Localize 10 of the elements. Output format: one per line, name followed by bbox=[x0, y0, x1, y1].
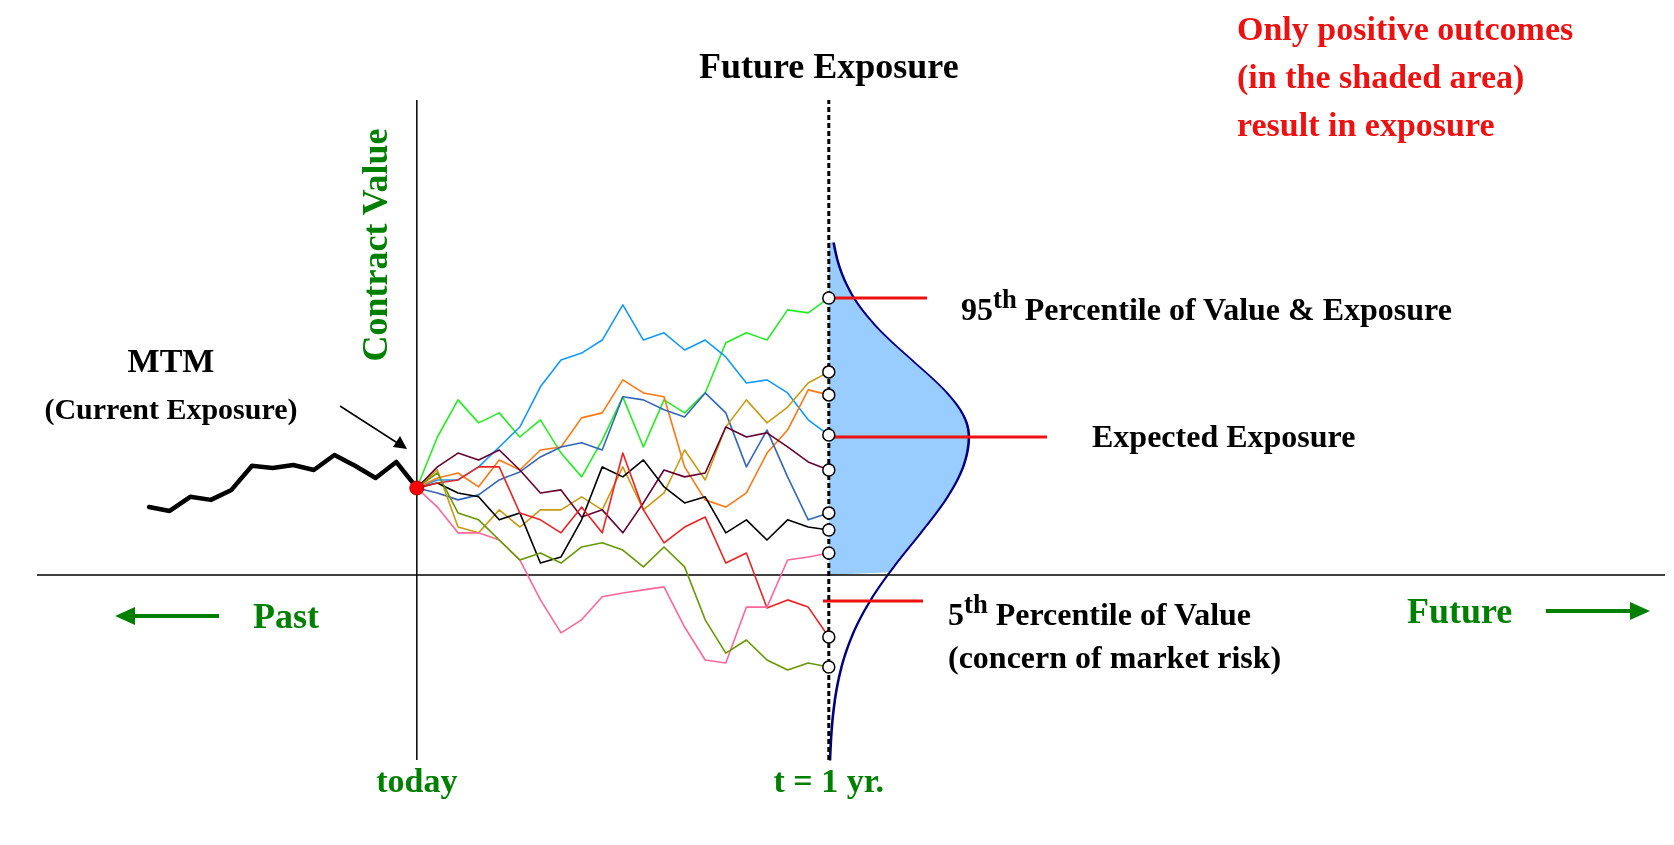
x-tick-label: today bbox=[376, 762, 458, 800]
chart-title: Future Exposure bbox=[697, 46, 960, 86]
x-tick-label: t = 1 yr. bbox=[773, 762, 885, 800]
text: Only positive outcomes (in the shaded area) result in exposure bbox=[1237, 9, 1574, 145]
annotation: Past bbox=[253, 595, 319, 638]
text: Future bbox=[1407, 590, 1513, 633]
text: Expected Exposure bbox=[1092, 417, 1356, 456]
text: 5$^{th}$ Percentile of Value (concern of market risk) bbox=[948, 588, 1282, 677]
text: 95$^{th}$ Percentile of Value & Exposure bbox=[961, 283, 1452, 329]
y-axis-title: Contract Value bbox=[354, 127, 396, 364]
